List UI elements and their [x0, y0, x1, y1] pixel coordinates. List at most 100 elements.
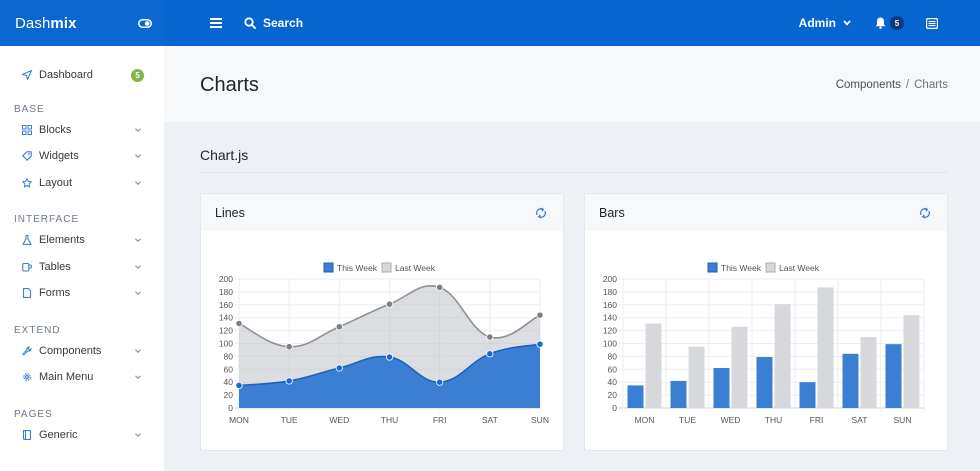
bar-this-week [713, 368, 730, 408]
y-tick-label: 180 [603, 287, 617, 297]
search-label: Search [263, 16, 304, 30]
block-title: Bars [599, 205, 625, 220]
chevron-down-icon [135, 375, 141, 380]
sidebar-heading: PAGES [14, 408, 53, 420]
x-tick-label: WED [721, 415, 741, 425]
sidebar: Dashmix Dashboard 5 BASE Blocks Widgets Layou… [0, 0, 164, 471]
brand-bar: Dashmix [0, 0, 164, 46]
y-tick-label: 0 [612, 403, 617, 413]
wrench-icon [22, 346, 32, 356]
x-tick-label: SUN [894, 415, 912, 425]
y-tick-label: 140 [603, 313, 617, 323]
x-tick-label: THU [765, 415, 782, 425]
bell-icon [875, 17, 886, 29]
legend-swatch [707, 262, 718, 273]
bar-this-week [627, 385, 644, 408]
toggle-icon[interactable] [138, 18, 152, 28]
list-icon[interactable] [926, 17, 938, 29]
y-tick-label: 160 [603, 300, 617, 310]
sidebar-item-forms[interactable]: Forms [0, 280, 164, 307]
user-dropdown[interactable]: Admin [799, 16, 851, 30]
brand-logo[interactable]: Dashmix [15, 14, 77, 32]
point-this-week [486, 350, 494, 358]
point-last-week [536, 311, 544, 319]
sidebar-item-layout[interactable]: Layout [0, 170, 164, 197]
chevron-down-icon [843, 20, 851, 26]
y-tick-label: 160 [219, 300, 233, 310]
x-tick-label: THU [381, 415, 398, 425]
star-icon [22, 177, 32, 188]
x-tick-label: MON [635, 415, 655, 425]
x-tick-label: WED [329, 415, 349, 425]
sidebar-item-elements[interactable]: Elements [0, 227, 164, 254]
legend-swatch [765, 262, 776, 273]
refresh-icon[interactable] [535, 206, 547, 219]
bar-last-week [688, 346, 705, 408]
sidebar-item-label: Dashboard [39, 69, 93, 82]
breadcrumb-link-components[interactable]: Components [835, 79, 901, 91]
bar-last-week [731, 326, 748, 408]
sidebar-item-label: Blocks [39, 123, 72, 136]
sidebar-item-label: Tables [39, 260, 71, 273]
file-icon [22, 288, 32, 299]
chevron-down-icon [135, 265, 141, 269]
cog-icon [23, 373, 31, 382]
bar-last-week [774, 304, 791, 408]
chevron-down-icon [135, 433, 141, 437]
sidebar-item-tables[interactable]: Tables [0, 254, 164, 281]
sidebar-item-main-menu[interactable]: Main Menu [0, 364, 164, 391]
x-tick-label: MON [229, 415, 249, 425]
breadcrumb: Components / Charts [836, 79, 948, 91]
notifications-button[interactable]: 5 [875, 16, 904, 30]
bar-last-week [903, 315, 920, 408]
y-tick-label: 40 [224, 377, 234, 387]
y-tick-label: 80 [224, 351, 234, 361]
legend-label: This Week [337, 263, 378, 273]
bar-this-week [842, 353, 859, 408]
bar-this-week [799, 382, 816, 408]
y-tick-label: 120 [603, 326, 617, 336]
y-tick-label: 200 [219, 274, 233, 284]
point-this-week [536, 340, 544, 348]
search-button[interactable]: Search [244, 16, 303, 30]
sidebar-item-label: Components [39, 344, 102, 357]
bar-last-week [860, 337, 877, 408]
chevron-down-icon [135, 181, 141, 185]
point-last-week [285, 343, 293, 351]
bar-this-week [756, 357, 773, 408]
sidebar-item-label: Elements [39, 234, 85, 247]
sidebar-item-blocks[interactable]: Blocks [0, 117, 164, 144]
sidebar-item-label: Main Menu [39, 371, 94, 384]
bar-last-week [817, 287, 834, 408]
bar-this-week [885, 344, 902, 408]
sidebar-item-generic[interactable]: Generic [0, 422, 164, 449]
sidebar-nav: Dashboard 5 BASE Blocks Widgets Layout INTERFA… [0, 46, 164, 448]
send-icon [22, 70, 32, 81]
point-this-week [285, 377, 293, 385]
point-last-week [335, 323, 343, 331]
bars-chart-block: Bars 0 20 40 60 80 100 120 140 160 180 200 MON TUE WE… [584, 193, 948, 451]
chevron-down-icon [135, 154, 141, 159]
sidebar-item-dashboard[interactable]: Dashboard 5 [0, 62, 164, 89]
breadcrumb-current: Charts [914, 79, 948, 91]
refresh-icon[interactable] [919, 206, 931, 219]
block-header: Lines [201, 194, 563, 231]
y-tick-label: 0 [228, 403, 233, 413]
y-tick-label: 20 [608, 390, 618, 400]
y-tick-label: 100 [603, 339, 617, 349]
hamburger-icon[interactable] [210, 18, 222, 28]
legend-label: This Week [721, 263, 762, 273]
sidebar-item-widgets[interactable]: Widgets [0, 143, 164, 170]
sidebar-item-components[interactable]: Components [0, 338, 164, 365]
breadcrumb-separator: / [905, 79, 910, 91]
x-tick-label: SAT [852, 415, 868, 425]
chevron-down-icon [135, 128, 141, 132]
sidebar-heading: EXTEND [14, 324, 61, 336]
y-tick-label: 180 [219, 287, 233, 297]
y-tick-label: 40 [608, 377, 618, 387]
point-this-week [235, 381, 243, 390]
page-hero: Charts Components / Charts [164, 46, 980, 122]
x-tick-label: TUE [281, 415, 298, 425]
y-tick-label: 200 [603, 274, 617, 284]
y-tick-label: 60 [608, 364, 618, 374]
